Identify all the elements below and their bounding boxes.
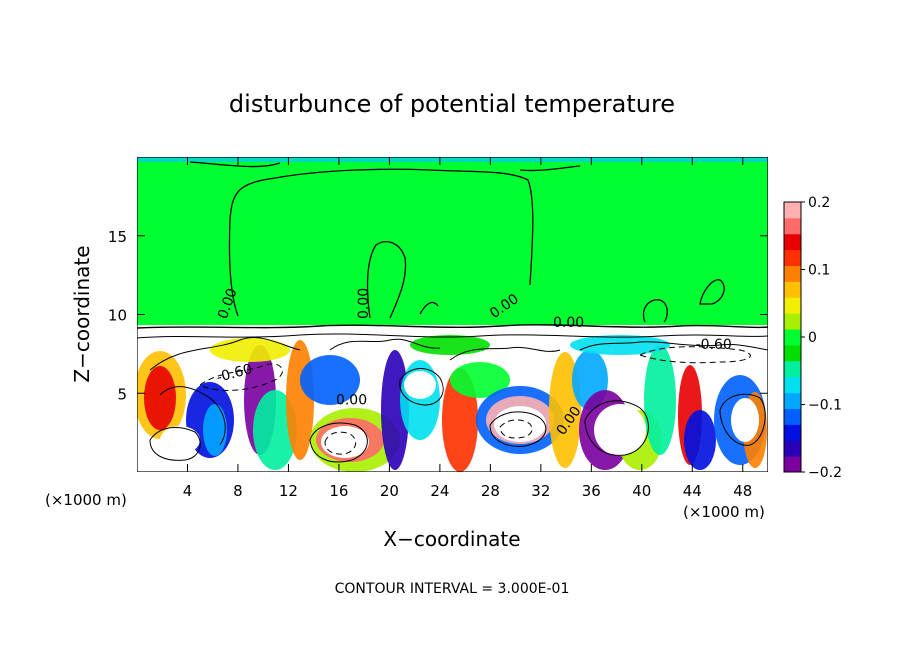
upper-contours (189, 161, 725, 323)
field-patch (450, 362, 510, 398)
contour-line (584, 400, 649, 456)
field-patch (144, 366, 176, 430)
field-patch (731, 398, 759, 442)
x-tick-label: 48 (733, 482, 752, 500)
boundary-contour (137, 324, 768, 329)
x-tick-label: 12 (279, 482, 298, 500)
contour-line (499, 419, 533, 439)
x-tick-label: 20 (380, 482, 399, 500)
field-patch (684, 410, 716, 470)
zero-contour-small-b (642, 299, 668, 323)
contour-line (449, 346, 561, 361)
colorbar-tick-label: 0.2 (808, 195, 830, 211)
colorbar-tick-label: 0 (808, 330, 817, 346)
x-tick-label: 36 (582, 482, 601, 500)
y-tick-label: 10 (108, 307, 127, 325)
y-tick-label: 15 (108, 228, 127, 246)
field-patch (404, 371, 436, 399)
upper-field (137, 157, 768, 327)
contour-line (489, 411, 547, 447)
colorbar-segment (784, 440, 801, 457)
colorbar-tick-label: −0.2 (808, 465, 842, 481)
field-patch (594, 404, 646, 456)
contour-label: 0.00 (336, 392, 367, 408)
x-axis-label: X−coordinate (383, 527, 520, 551)
contour-line (199, 363, 283, 391)
colorbar-segment (784, 329, 801, 346)
x-tick-label: 40 (632, 482, 651, 500)
colorbar-segment (784, 408, 801, 425)
x-tick-label: 44 (683, 482, 702, 500)
contour-label: 0.00 (553, 315, 584, 331)
colorbar: 0.2 0.1 0 −0.1 −0.2 (783, 195, 842, 481)
x-tick-label: 4 (183, 482, 193, 500)
x-tick-label: 28 (481, 482, 500, 500)
zero-contour-top (189, 161, 581, 172)
colorbar-segment (784, 392, 801, 409)
field-patch (321, 426, 369, 458)
colorbar-segment (784, 376, 801, 394)
x-unit-left: (×1000 m) (45, 491, 127, 509)
contour-interval-note: CONTOUR INTERVAL = 3.000E-01 (335, 581, 570, 597)
colorbar-segment (784, 313, 801, 330)
y-axis-label: Z−coordinate (70, 245, 94, 382)
plot-area (137, 157, 768, 472)
field-patch (494, 406, 546, 442)
colorbar-segment (784, 456, 801, 473)
field-patch (381, 350, 409, 470)
contour-line (149, 336, 301, 371)
field-patch (210, 338, 290, 362)
y-tick-label: 5 (117, 385, 127, 403)
colorbar-segment (784, 424, 801, 441)
top-band (137, 157, 768, 162)
chart-title: disturbunce of potential temperature (229, 90, 675, 118)
colorbar-segment (784, 281, 801, 298)
colorbar-tick-label: −0.1 (808, 398, 842, 414)
contour-line (159, 386, 226, 446)
contour-line (329, 338, 441, 351)
contour-line (309, 422, 368, 463)
x-tick-label: 16 (329, 482, 348, 500)
zero-contour-large (228, 168, 534, 317)
boundary-contour-2 (137, 333, 768, 339)
x-tick-label: 24 (430, 482, 449, 500)
field-patch (410, 335, 490, 355)
colorbar-segment (784, 217, 801, 235)
contour-line (638, 346, 751, 364)
zero-contour-small-a (419, 301, 439, 315)
contour-line (399, 368, 444, 406)
field-patch (253, 390, 297, 470)
contour-line (719, 393, 766, 446)
field-patch (160, 426, 200, 454)
x-tick-label: 32 (531, 482, 550, 500)
zero-contour-plume (366, 241, 407, 319)
contour-label: 0.00 (356, 288, 372, 319)
colorbar-segment (784, 297, 801, 314)
zero-contour-small-c (699, 279, 725, 305)
field-patch (644, 345, 676, 455)
field-patch (570, 335, 670, 355)
colorbar-segment (784, 265, 801, 282)
contour-line (149, 427, 201, 461)
x-unit-right: (×1000 m) (683, 503, 765, 521)
x-axis: 4 8 12 16 20 24 28 32 36 40 44 48 (183, 157, 752, 500)
colorbar-segment (784, 344, 801, 362)
contour-label: -0.60 (696, 337, 732, 353)
y-axis: 5 10 15 (108, 228, 768, 403)
contour-line (579, 341, 768, 351)
lower-contours (149, 336, 768, 463)
field-patch (300, 355, 360, 405)
colorbar-segment (784, 202, 801, 219)
colorbar-segment (784, 249, 801, 267)
colorbar-segment (784, 360, 801, 378)
colorbar-segment (784, 233, 801, 251)
colorbar-tick-label: 0.1 (808, 263, 830, 279)
lower-blobs (137, 335, 767, 472)
contour-line (324, 431, 357, 455)
x-tick-label: 8 (233, 482, 243, 500)
field-patch (203, 404, 227, 456)
